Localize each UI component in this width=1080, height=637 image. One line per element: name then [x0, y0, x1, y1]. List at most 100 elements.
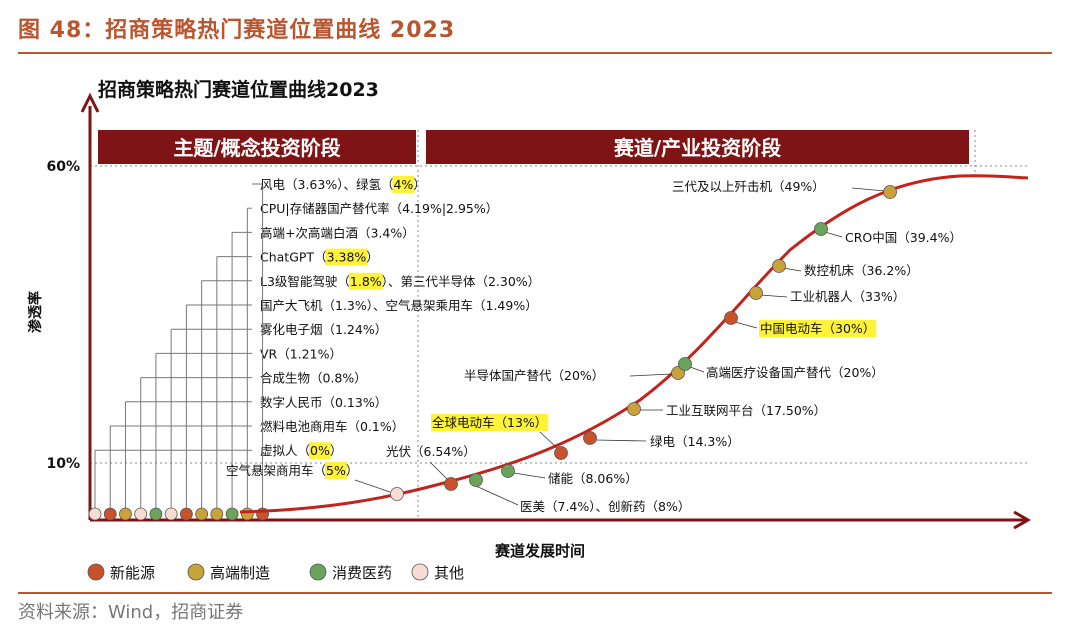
curve-leader-4 — [539, 431, 558, 449]
theme-label-1: CPU|存储器国产替代率（4.19%|2.95%） — [260, 201, 498, 216]
curve-dot-11 — [772, 259, 786, 273]
curve-label-0-highlight-text: 5% — [326, 463, 346, 478]
theme-label-4: L3级智能驾驶（ 1.8% ）、第三代半导体（2.30%） — [260, 272, 540, 290]
curve-leader-10 — [759, 294, 788, 298]
theme-dot-3 — [210, 507, 224, 521]
theme-label-5: 国产大飞机（1.3%）、空气悬架乘用车（1.49%） — [260, 298, 538, 313]
figure-title: 图 48：招商策略热门赛道位置曲线 2023 — [18, 18, 456, 43]
theme-label-0-text: 风电（3.63%）、绿氢（ — [260, 177, 393, 192]
curve-label-0-text: 空气悬架商用车（ — [226, 463, 326, 478]
curve-label-7: 半导体国产替代（20%） — [464, 368, 604, 383]
bottom-rule — [18, 592, 1052, 594]
y-axis-label: 渗透率 — [27, 291, 44, 333]
legend-dot-0 — [87, 563, 105, 581]
theme-label-5-text: 国产大飞机（1.3%）、空气悬架乘用车（1.49%） — [260, 298, 538, 313]
theme-label-9-text: 数字人民币（0.13%） — [260, 395, 387, 410]
theme-label-11-highlight — [309, 442, 331, 460]
theme-label-11-text: 虚拟人（ — [260, 443, 310, 458]
top-rule — [18, 52, 1052, 54]
curve-label-4: 全球电动车（13%） — [431, 414, 549, 431]
theme-label-11-after: ） — [330, 443, 343, 458]
legend-label-2: 消费医药 — [332, 564, 392, 582]
curve-label-2: 医美（7.4%）、创新药（8%） — [520, 499, 690, 514]
legend-label-1: 高端制造 — [210, 564, 270, 582]
chart-title: 招商策略热门赛道位置曲线2023 — [98, 78, 379, 101]
theme-label-6: 雾化电子烟（1.24%） — [260, 322, 387, 337]
y-axis-arrow — [80, 92, 100, 113]
curve-leader-11 — [782, 267, 802, 272]
theme-label-11: 虚拟人（ 0%） — [260, 442, 343, 460]
curve-dot-6 — [627, 402, 641, 416]
curve-dot-9 — [724, 311, 738, 325]
curve-label-5: 绿电（14.3%） — [650, 434, 740, 449]
curve-label-0: 空气悬架商用车（ 5%） — [226, 462, 358, 479]
curve-label-6-text: 工业互联网平台（17.50%） — [666, 403, 826, 418]
curve-leader-13 — [851, 187, 886, 192]
curve-label-3: 储能（8.06%） — [548, 471, 638, 486]
theme-label-2-text: 高端+次高端白酒（3.4%） — [260, 225, 415, 240]
curve-label-8-text: 高端医疗设备国产替代（20%） — [706, 365, 884, 380]
curve-dot-13 — [883, 185, 897, 199]
curve-label-3-text: 储能（8.06%） — [548, 471, 638, 486]
theme-dot-8 — [134, 507, 148, 521]
x-axis-arrow — [1013, 510, 1032, 530]
theme-label-0-highlight-text: 4% — [393, 177, 413, 192]
theme-dot-5 — [179, 507, 193, 521]
curve-dot-4 — [554, 446, 568, 460]
curve-label-0-highlight — [325, 462, 347, 479]
theme-label-10: 燃料电池商用车（0.1%） — [260, 419, 404, 434]
phase-label-1: 赛道/产业投资阶段 — [613, 136, 781, 160]
phase-label-0: 主题/概念投资阶段 — [173, 136, 340, 160]
curve-label-13: 三代及以上歼击机（49%） — [672, 179, 825, 194]
theme-label-9: 数字人民币（0.13%） — [260, 395, 387, 410]
theme-label-10-text: 燃料电池商用车（0.1%） — [260, 419, 404, 434]
theme-dot-1 — [240, 507, 254, 521]
curve-leader-12 — [824, 231, 843, 238]
curve-label-11: 数控机床（36.2%） — [804, 263, 919, 278]
theme-label-3-text: ChatGPT（ — [260, 250, 327, 265]
curve-label-12: CRO中国（39.4%） — [845, 230, 962, 245]
theme-dot-7 — [149, 507, 163, 521]
theme-dot-4 — [195, 507, 209, 521]
curve-dot-0 — [390, 487, 404, 501]
theme-dot-2 — [225, 507, 239, 521]
curve-label-4-highlight — [431, 414, 549, 431]
theme-dot-11 — [88, 507, 102, 521]
curve-label-11-text: 数控机床（36.2%） — [804, 263, 919, 278]
curve-label-2-text: 医美（7.4%）、创新药（8%） — [520, 499, 690, 514]
x-axis-label: 赛道发展时间 — [494, 542, 585, 560]
theme-label-6-text: 雾化电子烟（1.24%） — [260, 322, 387, 337]
theme-label-3: ChatGPT（ 3.38%） — [260, 248, 379, 266]
curve-leader-7 — [629, 373, 673, 377]
theme-label-4-highlight — [348, 272, 383, 290]
curve-dot-5 — [583, 431, 597, 445]
curve-dot-8 — [678, 357, 692, 371]
theme-dot-6 — [164, 507, 178, 521]
curve-label-10: 工业机器人（33%） — [790, 289, 905, 304]
curve-leader-1 — [429, 461, 449, 481]
phase-banner-1 — [426, 130, 969, 164]
legend-label-0: 新能源 — [110, 564, 155, 582]
legend-dot-2 — [309, 563, 327, 581]
curve-leader-5 — [595, 439, 647, 442]
curve-label-13-text: 三代及以上歼击机（49%） — [672, 179, 825, 194]
curve-leader-9 — [734, 321, 758, 329]
theme-label-8: 合成生物（0.8%） — [260, 371, 367, 386]
legend-dot-3 — [411, 563, 429, 581]
curve-leader-8 — [689, 366, 705, 373]
theme-label-7: VR（1.21%） — [260, 346, 342, 361]
curve-label-9-highlight — [759, 320, 877, 337]
theme-label-1-text: CPU|存储器国产替代率（4.19%|2.95%） — [260, 201, 498, 216]
theme-label-4-after: ）、第三代半导体（2.30%） — [382, 274, 540, 289]
theme-label-3-highlight-text: 3.38% — [327, 250, 367, 265]
curve-label-9-highlight-text: 中国电动车（30%） — [760, 321, 875, 336]
curve-label-1: 光伏（6.54%） — [386, 444, 476, 459]
curve-leader-3 — [513, 472, 546, 479]
curve-dot-1 — [444, 477, 458, 491]
theme-dot-9 — [119, 507, 132, 521]
curve-label-10-text: 工业机器人（33%） — [790, 289, 905, 304]
curve-leader-2 — [475, 485, 519, 506]
theme-label-3-after: ） — [366, 250, 379, 265]
curve-label-7-text: 半导体国产替代（20%） — [464, 368, 604, 383]
